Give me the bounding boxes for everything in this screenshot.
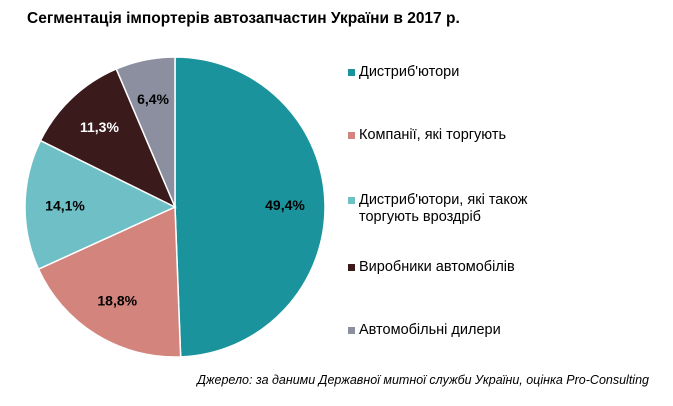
data-label-distributors-retail: 14,1% (45, 197, 85, 213)
legend-swatch-distributors-retail (348, 197, 355, 204)
legend-swatch-car-manufacturers (348, 264, 355, 271)
data-label-car-dealers: 6,4% (137, 91, 169, 107)
legend-item-car-dealers: Автомобільні дилери (348, 322, 501, 339)
legend-item-trading-companies: Компанії, які торгують (348, 127, 506, 144)
source-note: Джерело: за даними Державної митної служ… (197, 373, 649, 387)
pie-slice-car-dealers (115, 56, 176, 208)
pie-slice-car-manufacturers (39, 67, 177, 209)
legend-item-car-manufacturers: Виробники автомобілів (348, 259, 515, 276)
legend-item-distributors: Дистриб'ютори (348, 64, 459, 81)
chart-title: Сегментація імпортерів автозапчастин Укр… (27, 10, 460, 27)
legend-swatch-trading-companies (348, 132, 355, 139)
data-label-distributors: 49,4% (265, 197, 305, 213)
data-label-car-manufacturers: 11,3% (80, 119, 119, 135)
legend-swatch-distributors (348, 69, 355, 76)
legend-swatch-car-dealers (348, 327, 355, 334)
legend-label-trading-companies: Компанії, які торгують (359, 127, 507, 143)
pie-slice-distributors-retail (24, 139, 177, 271)
legend-item-distributors-retail: Дистриб'ютори, які також торгують вроздр… (348, 192, 527, 226)
pie-slice-distributors (174, 56, 326, 358)
legend-label-distributors-retail: Дистриб'ютори, які також торгують вроздр… (359, 192, 528, 225)
legend-label-car-dealers: Автомобільні дилери (359, 322, 501, 338)
legend-label-car-manufacturers: Виробники автомобілів (359, 259, 515, 275)
legend-label-distributors: Дистриб'ютори (359, 64, 460, 80)
data-label-trading-companies: 18,8% (97, 293, 137, 309)
pie-slice-trading-companies (37, 205, 182, 358)
